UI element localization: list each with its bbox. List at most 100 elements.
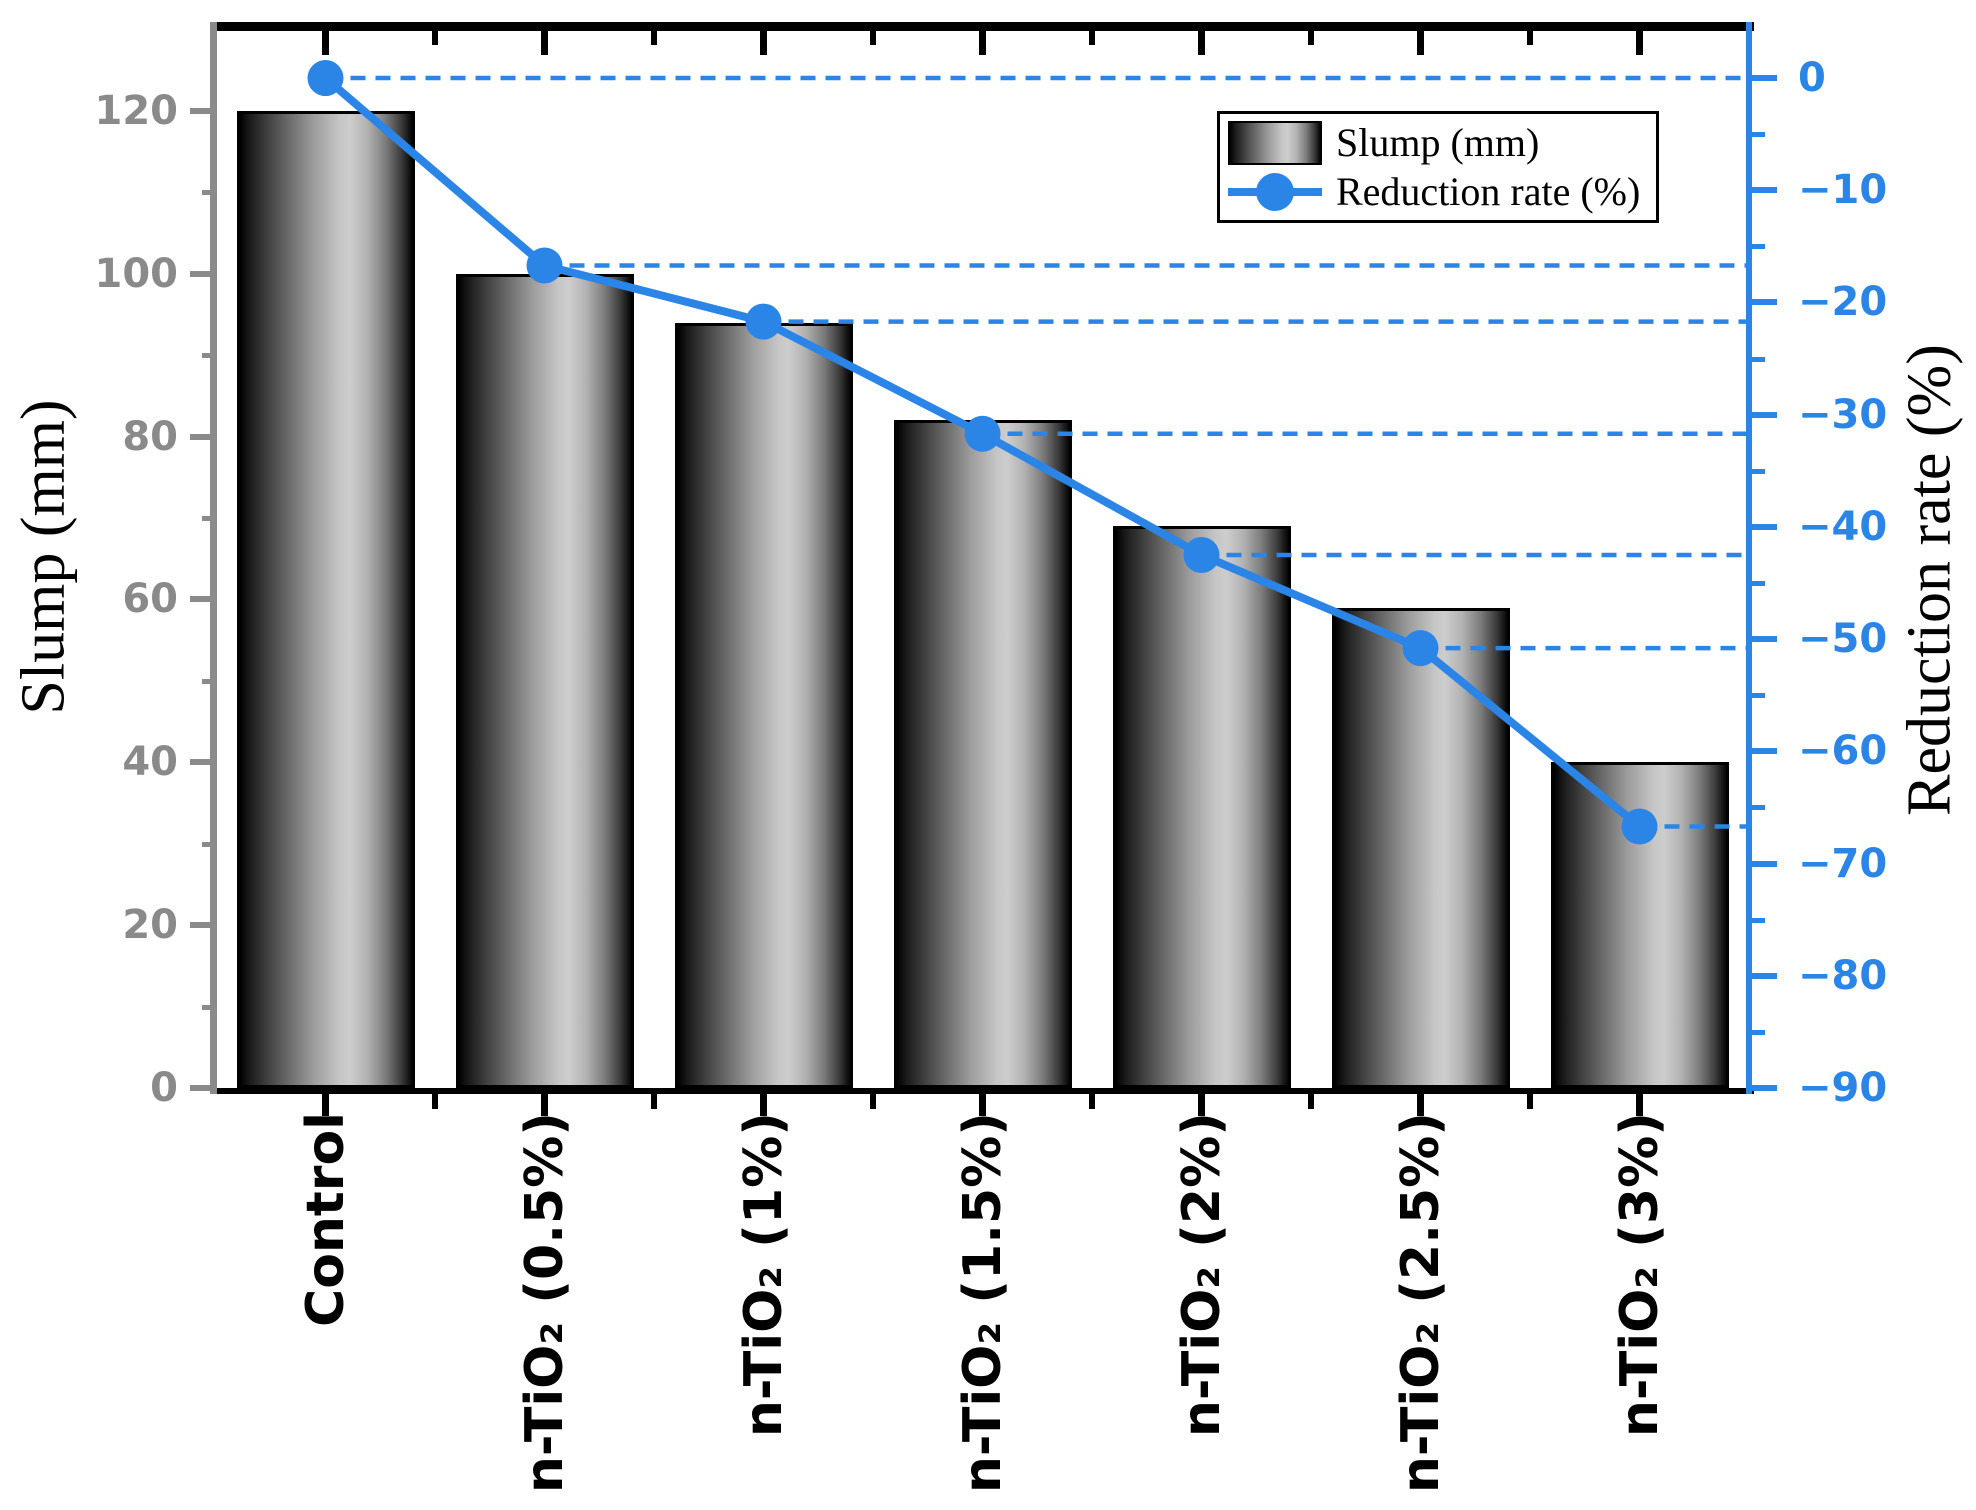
right-minor-tick — [1749, 805, 1765, 811]
bottom-minor-tick — [432, 1094, 438, 1109]
top-major-tick — [1417, 31, 1424, 55]
x-label-n-TiO₂ (1%): n-TiO₂ (1%) — [733, 1112, 794, 1438]
top-major-tick — [760, 31, 767, 55]
top-major-tick — [541, 31, 548, 55]
top-minor-tick — [1089, 31, 1095, 45]
right-minor-tick — [1749, 356, 1765, 362]
reduction-marker-n-TiO₂ (2%) — [1183, 536, 1220, 573]
top-major-tick — [1636, 31, 1643, 55]
bottom-major-tick — [760, 1094, 767, 1116]
x-label-n-TiO₂ (1.5%): n-TiO₂ (1.5%) — [952, 1112, 1013, 1494]
top-minor-tick — [651, 31, 657, 45]
x-label-n-TiO₂ (0.5%): n-TiO₂ (0.5%) — [514, 1112, 575, 1494]
bottom-spine — [210, 1088, 1754, 1094]
left-minor-tick — [202, 841, 216, 847]
legend-item-slump: Slump (mm) — [1228, 118, 1648, 167]
bottom-minor-tick — [651, 1094, 657, 1109]
slump-bar-swatch-icon — [1228, 120, 1322, 165]
reduction-marker-n-TiO₂ (1.5%) — [964, 415, 1001, 452]
reduction-marker-n-TiO₂ (2.5%) — [1402, 630, 1439, 667]
reduction-marker-n-TiO₂ (1%) — [745, 303, 782, 340]
left-major-tick — [190, 107, 216, 114]
right-major-tick — [1749, 748, 1777, 755]
legend-line-marker-icon — [1256, 172, 1294, 211]
right-tick-label: −60 — [1798, 728, 1888, 775]
top-major-tick — [979, 31, 986, 55]
left-tick-label: 60 — [122, 576, 178, 623]
top-major-tick — [1198, 31, 1205, 55]
left-tick-label: 0 — [150, 1065, 178, 1111]
top-minor-tick — [432, 31, 438, 45]
right-major-tick — [1749, 636, 1777, 643]
bottom-minor-tick — [1308, 1094, 1314, 1109]
reduction-marker-n-TiO₂ (3%) — [1621, 808, 1658, 845]
left-major-tick — [190, 922, 216, 929]
top-spine — [210, 22, 1754, 31]
right-major-tick — [1749, 75, 1777, 82]
x-label-n-TiO₂ (2.5%): n-TiO₂ (2.5%) — [1390, 1112, 1451, 1494]
bar-Control — [236, 110, 415, 1088]
reduction-line-overlay — [307, 60, 1746, 845]
left-tick-label: 40 — [122, 739, 178, 786]
right-tick-label: −30 — [1798, 391, 1888, 438]
left-tick-label: 20 — [122, 902, 178, 949]
left-minor-tick — [202, 190, 216, 196]
bottom-major-tick — [1417, 1094, 1424, 1116]
right-major-tick — [1749, 972, 1777, 979]
right-minor-tick — [1749, 917, 1765, 923]
right-major-tick — [1749, 860, 1777, 867]
right-minor-tick — [1749, 132, 1765, 138]
right-tick-label: −20 — [1798, 279, 1888, 326]
bottom-minor-tick — [1527, 1094, 1533, 1109]
left-tick-label: 100 — [94, 250, 179, 297]
left-tick-label: 120 — [94, 87, 179, 134]
bar-n-TiO₂ (1%) — [674, 322, 853, 1088]
reduction-line-swatch-icon — [1228, 170, 1322, 214]
right-tick-label: −80 — [1798, 952, 1888, 999]
left-minor-tick — [202, 1004, 216, 1010]
legend-slump-label: Slump (mm) — [1336, 120, 1540, 165]
right-tick-label: −10 — [1798, 167, 1888, 214]
left-minor-tick — [202, 353, 216, 359]
right-minor-tick — [1749, 581, 1765, 587]
right-tick-label: −90 — [1798, 1065, 1888, 1111]
left-major-tick — [190, 270, 216, 277]
bottom-major-tick — [541, 1094, 548, 1116]
left-major-tick — [190, 596, 216, 603]
right-major-tick — [1749, 411, 1777, 418]
right-spine — [1746, 22, 1752, 1094]
left-major-tick — [190, 759, 216, 766]
x-label-n-TiO₂ (2%): n-TiO₂ (2%) — [1171, 1112, 1232, 1438]
right-axis-title: Reduction rate (%) — [1895, 344, 1964, 816]
right-minor-tick — [1749, 468, 1765, 474]
left-spine — [210, 22, 217, 1094]
left-major-tick — [190, 433, 216, 440]
reduction-marker-n-TiO₂ (0.5%) — [526, 247, 563, 284]
bottom-major-tick — [979, 1094, 986, 1116]
right-tick-label: −50 — [1798, 616, 1888, 663]
top-minor-tick — [1527, 31, 1533, 45]
left-minor-tick — [202, 516, 216, 521]
right-minor-tick — [1749, 244, 1765, 250]
right-major-tick — [1749, 1085, 1777, 1091]
legend-reduction-label: Reduction rate (%) — [1336, 169, 1641, 214]
bottom-minor-tick — [870, 1094, 876, 1109]
bottom-major-tick — [1198, 1094, 1205, 1116]
right-minor-tick — [1749, 693, 1765, 699]
right-minor-tick — [1749, 1029, 1765, 1035]
right-tick-label: 0 — [1798, 55, 1826, 102]
bar-n-TiO₂ (2.5%) — [1331, 607, 1510, 1088]
bottom-minor-tick — [1089, 1094, 1095, 1109]
x-label-n-TiO₂ (3%): n-TiO₂ (3%) — [1609, 1112, 1670, 1438]
bar-n-TiO₂ (1.5%) — [893, 420, 1072, 1088]
bar-n-TiO₂ (2%) — [1112, 526, 1291, 1088]
top-major-tick — [322, 31, 329, 55]
bottom-major-tick — [1636, 1094, 1643, 1116]
legend: Slump (mm) Reduction rate (%) — [1217, 111, 1659, 223]
x-label-Control: Control — [295, 1112, 356, 1327]
left-tick-label: 80 — [122, 413, 178, 460]
top-minor-tick — [1308, 31, 1314, 45]
right-tick-label: −70 — [1798, 840, 1888, 887]
bar-n-TiO₂ (0.5%) — [455, 273, 634, 1088]
